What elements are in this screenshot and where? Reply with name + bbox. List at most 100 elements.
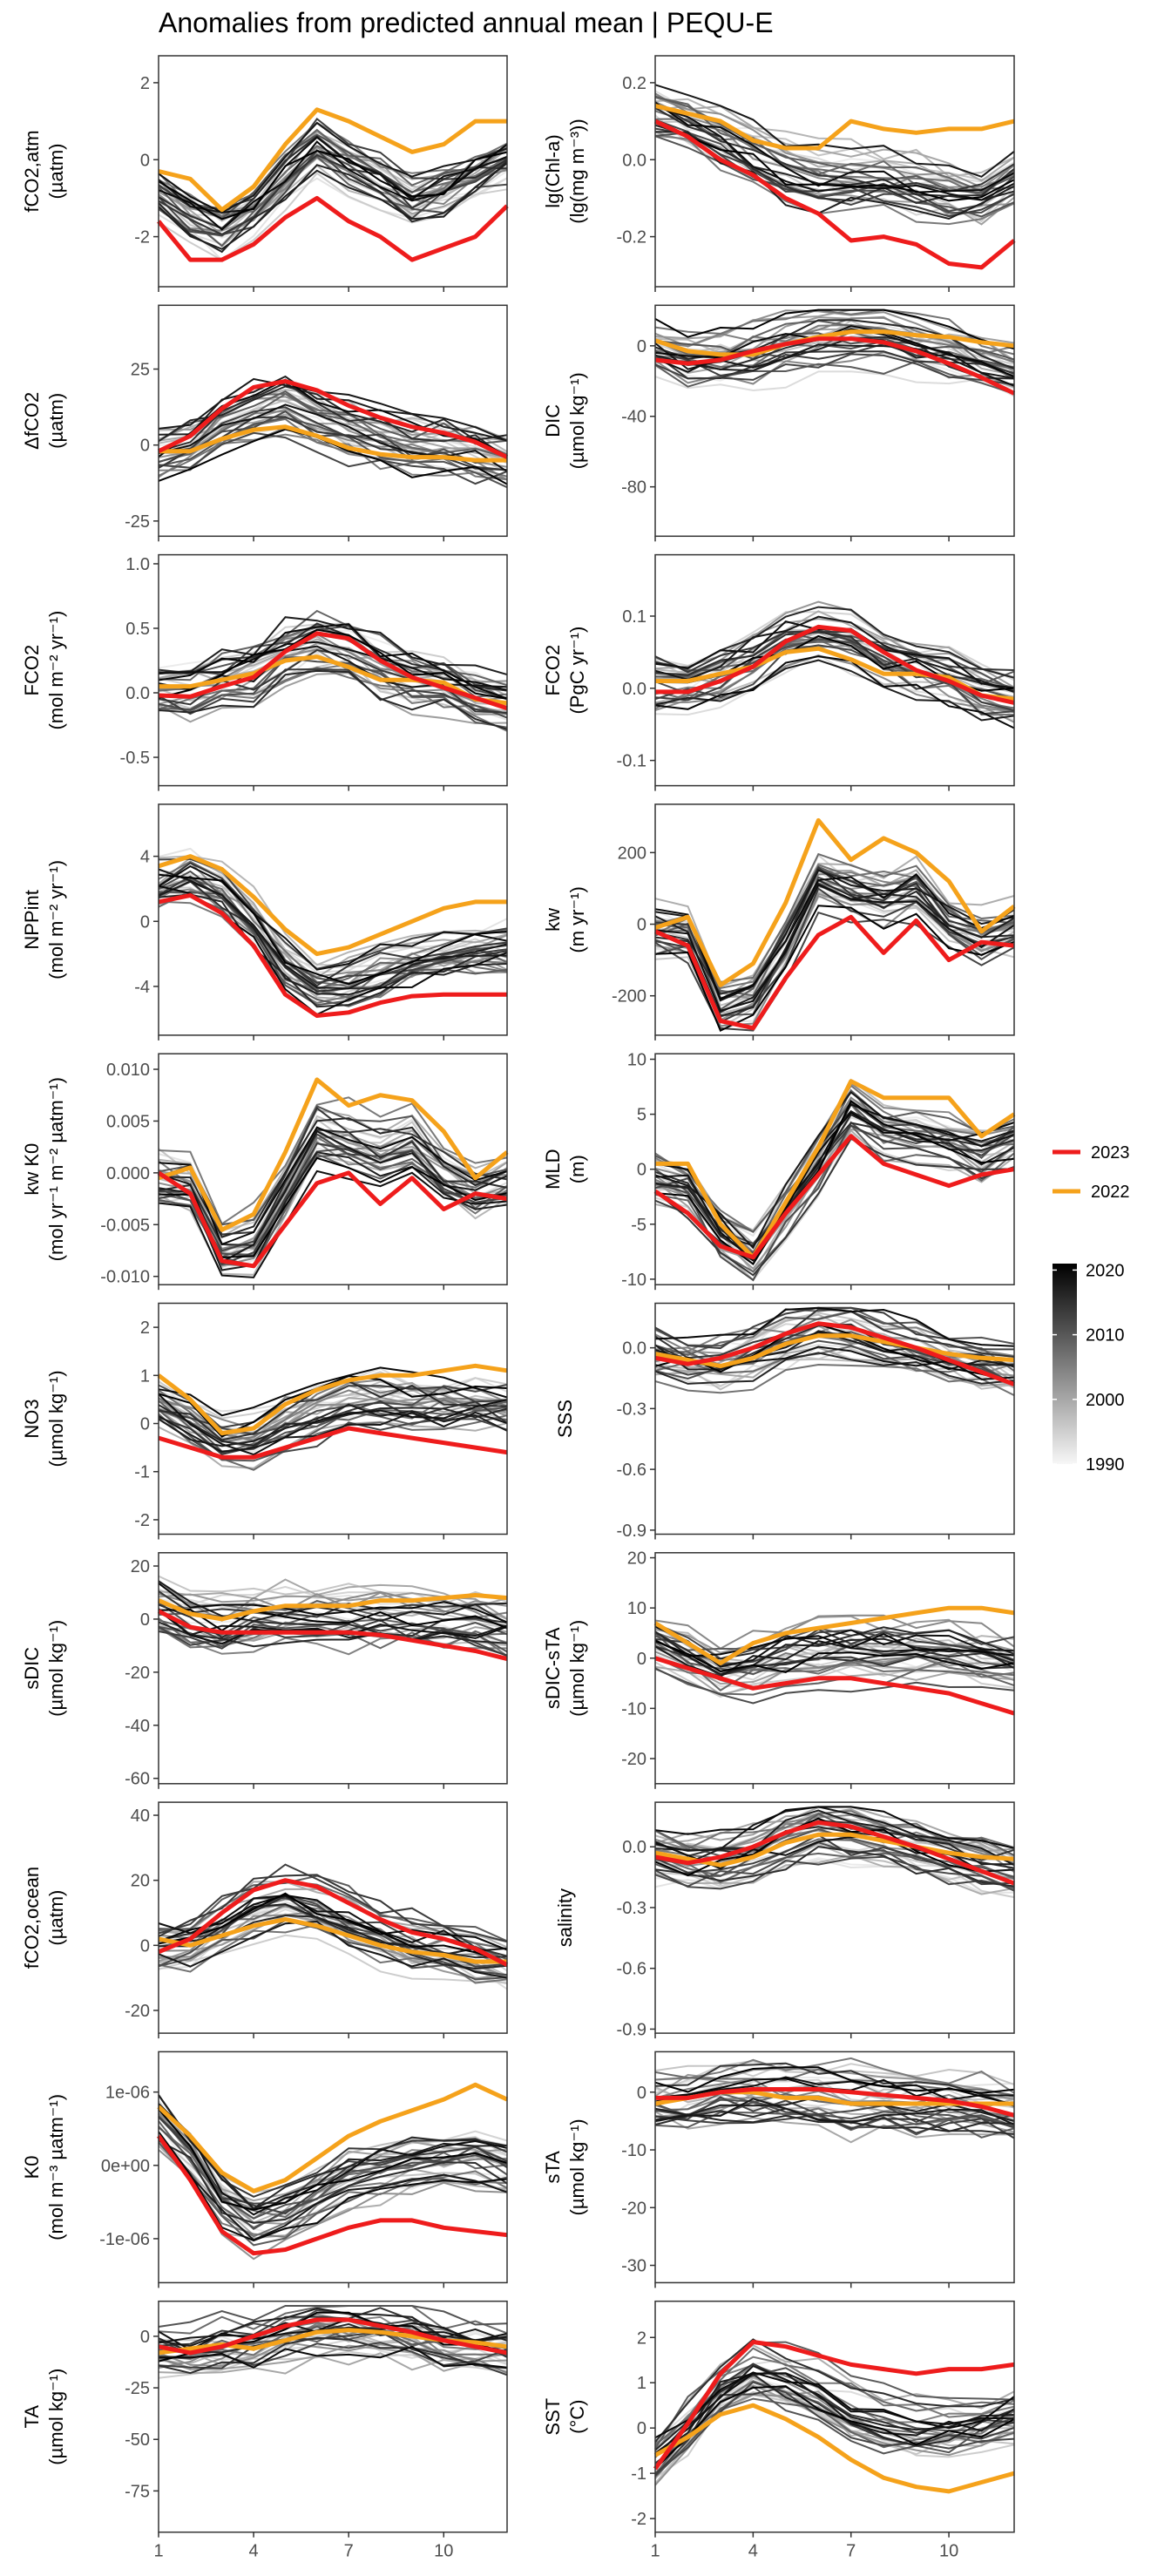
y-tick-label: -200 [612, 987, 646, 1007]
y-axis-label: (µmol kg⁻¹) [566, 1620, 588, 1717]
panel-sTA: 0 -10 -20 -30 sTA (µmol kg⁻¹) [542, 2051, 1015, 2288]
y-tick-label: 0.010 [106, 1061, 150, 1080]
year-line-2012 [158, 1624, 508, 1657]
y-tick-label: -0.6 [617, 1960, 646, 1979]
year-line-2013 [654, 342, 1015, 377]
year-line-2014 [654, 1137, 1015, 1277]
year-line-2011 [158, 870, 508, 985]
colorbar-label-2010: 2010 [1086, 1326, 1125, 1346]
y-axis-label: salinity [554, 1888, 576, 1947]
series-2022-line [158, 854, 507, 957]
y-tick-label: -0.1 [617, 752, 646, 771]
year-line-2016 [158, 1621, 508, 1648]
year-line-2012 [158, 2115, 508, 2205]
panel-border [158, 55, 508, 288]
y-tick-label: 0 [140, 1415, 150, 1434]
series-2022-line [653, 1605, 1015, 1665]
year-line-2016 [654, 1352, 1015, 1385]
panel-border [158, 803, 508, 1036]
panel-border [654, 1801, 1015, 2034]
x-tick-label: 7 [846, 2542, 856, 2561]
year-line-2017 [158, 1151, 508, 1271]
y-tick-label: 1.0 [125, 555, 150, 574]
y-tick-label: -60 [125, 1770, 150, 1789]
series-2022-line [158, 1077, 509, 1232]
year-line-2013 [158, 2116, 508, 2215]
year-line-2014 [654, 1645, 1015, 1677]
x-tick-label: 10 [939, 2542, 958, 2561]
year-line-2007 [654, 1642, 1015, 1691]
y-tick-label: -1 [134, 1463, 150, 1482]
year-line-2002 [158, 2341, 508, 2368]
y-tick-label: 0 [140, 1610, 150, 1630]
year-line-2021 [654, 121, 1015, 202]
y-tick-label: -0.005 [100, 1216, 150, 1235]
year-line-2018 [158, 868, 508, 990]
year-line-2009 [158, 390, 508, 445]
year-line-2007 [158, 145, 508, 219]
y-tick-label: -25 [125, 512, 150, 532]
year-line-2004 [654, 2078, 1015, 2118]
panel-border [654, 553, 1015, 787]
year-line-2019 [158, 1393, 508, 1456]
y-tick-label: 2 [140, 1319, 150, 1338]
y-axis-label: MLD [542, 1149, 564, 1189]
y-axis-label: (m) [566, 1155, 588, 1183]
y-tick-label: 1 [637, 2374, 646, 2393]
y-tick-label: 0.2 [622, 74, 646, 93]
panel-lgChl: 0.2 0.0 -0.2 lg(Chl-a) (lg(mg m⁻³)) [542, 55, 1016, 292]
series-2023-line [158, 892, 507, 1018]
year-line-2018 [158, 2136, 508, 2241]
year-line-2021 [158, 873, 508, 986]
x-tick-label: 10 [434, 2542, 453, 2561]
year-line-1999 [654, 93, 1015, 182]
panel-K0: 1e-06 0e+00 -1e-06 K0 (mol m⁻³ µatm⁻¹) [21, 2051, 509, 2288]
series-2023-line [157, 1170, 508, 1269]
y-axis-label: (µmol kg⁻¹) [45, 1620, 67, 1717]
colorbar-label-2020: 2020 [1086, 1261, 1125, 1280]
year-line-2016 [158, 160, 508, 254]
series-2023-line [655, 624, 1015, 705]
year-line-2002 [158, 861, 508, 989]
panel-border [654, 1302, 1015, 1535]
legend-label-2022: 2022 [1091, 1183, 1130, 1202]
year-line-2013 [158, 1863, 508, 1943]
y-tick-label: 0 [637, 337, 646, 356]
panel-border [654, 2300, 1015, 2533]
year-line-2011 [158, 1894, 508, 1976]
panel-MLD: 10 5 0 -5 -10 MLD (m) [542, 1051, 1016, 1291]
year-line-1992 [654, 1653, 1015, 1688]
series-2023-line [156, 2134, 508, 2256]
panel-TA: 0 -25 -50 -75 1 4 7 10 TA (µmol kg⁻¹) [21, 2300, 508, 2561]
year-line-2017 [158, 2094, 508, 2210]
year-line-2021 [654, 1099, 1015, 1265]
series-2023-line [157, 379, 509, 459]
y-tick-label: -20 [125, 1664, 150, 1683]
year-line-2019 [654, 2372, 1015, 2454]
series-2023-line [653, 1134, 1015, 1260]
y-axis-label: (mol yr⁻¹ m⁻² µatm⁻¹) [45, 1077, 67, 1261]
y-tick-label: 200 [618, 844, 646, 863]
year-line-2015 [654, 1846, 1015, 1888]
panel-kwK0: 0.010 0.005 0.000 -0.005 -0.010 kw K0 (mol yr⁻… [21, 1053, 509, 1291]
year-line-2020 [158, 2131, 508, 2242]
y-axis-label: (µatm) [45, 143, 67, 199]
year-line-2015 [158, 1129, 508, 1246]
year-line-2012 [158, 149, 508, 236]
series-2022-line [654, 329, 1015, 357]
year-line-2017 [654, 659, 1015, 722]
year-line-2013 [158, 2330, 508, 2376]
y-axis-label: (µmol kg⁻¹) [566, 372, 588, 469]
y-axis-label: (PgC yr⁻¹) [566, 627, 588, 715]
year-line-2021 [158, 1375, 508, 1438]
year-line-2020 [654, 101, 1015, 193]
y-axis-label: (°C) [566, 2400, 588, 2434]
year-line-2009 [158, 1874, 508, 1942]
y-tick-label: 0.0 [622, 1838, 646, 1857]
y-tick-label: -20 [125, 2002, 150, 2021]
year-line-2010 [158, 2305, 508, 2328]
y-axis-label: FCO2 [542, 645, 564, 696]
year-line-2006 [654, 1363, 1015, 1396]
panel-border [158, 2051, 508, 2284]
year-line-2000 [158, 2344, 508, 2373]
